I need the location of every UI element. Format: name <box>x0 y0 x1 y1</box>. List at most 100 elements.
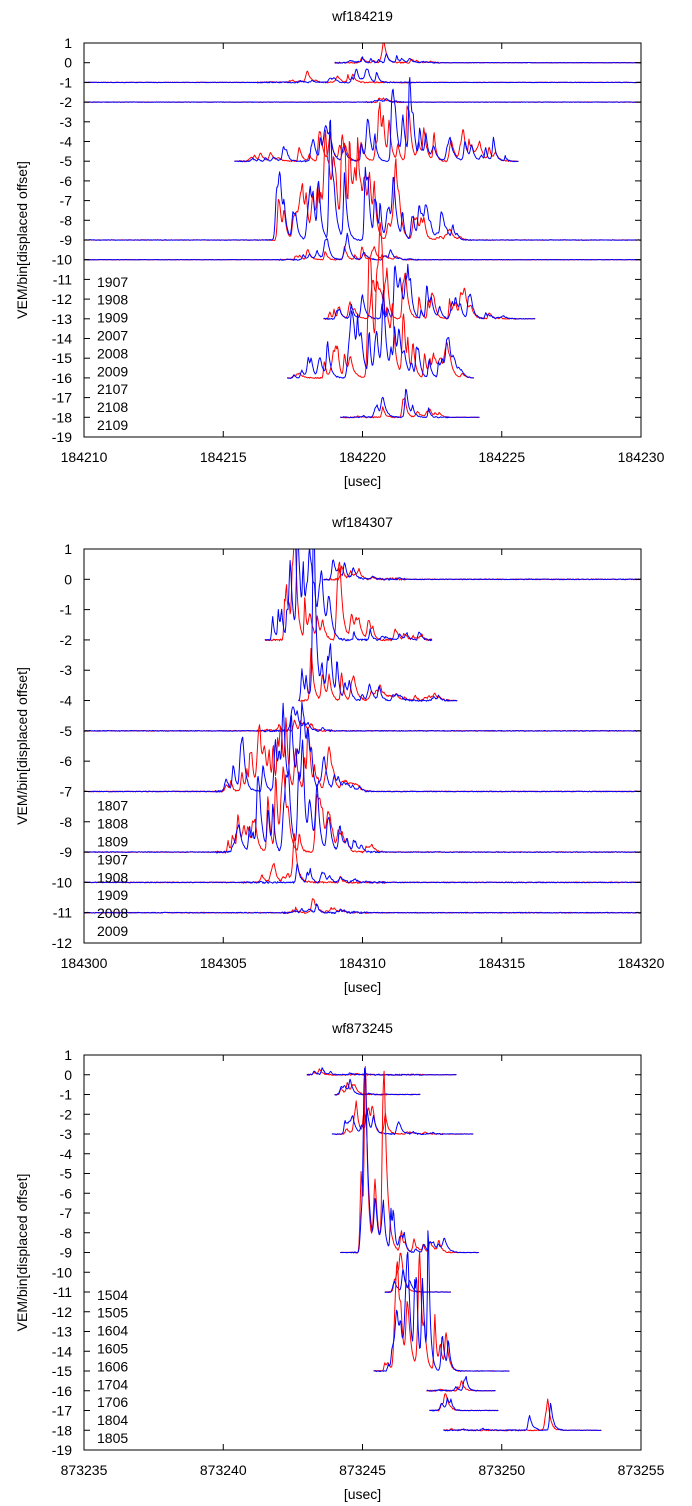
trace-blue-4 <box>84 706 641 733</box>
station-label: 1605 <box>97 1341 128 1357</box>
trace-blue-4 <box>234 77 519 163</box>
trace-blue-8 <box>84 903 641 915</box>
trace-red-7 <box>84 833 641 884</box>
x-tick-label: 184225 <box>478 449 525 465</box>
station-label: 1907 <box>97 274 128 290</box>
x-tick-label: 184315 <box>478 955 525 971</box>
y-tick-label: -1 <box>60 74 73 90</box>
station-label: 1504 <box>97 1287 128 1303</box>
y-tick-label: -3 <box>60 114 73 130</box>
trace-blue-5 <box>384 1268 451 1293</box>
y-tick-label: -7 <box>60 1205 73 1221</box>
y-tick-label: -9 <box>60 844 73 860</box>
y-tick-label: -9 <box>60 1245 73 1261</box>
station-label: 2108 <box>97 399 128 415</box>
traces <box>306 1066 602 1432</box>
station-label: 1505 <box>97 1305 128 1321</box>
y-tick-label: -14 <box>52 1343 72 1359</box>
trace-red-5 <box>384 1252 451 1293</box>
x-tick-label: 873250 <box>478 1462 525 1478</box>
y-tick-label: -10 <box>52 1264 72 1280</box>
y-tick-label: -16 <box>52 370 72 386</box>
station-label: 1909 <box>97 887 128 903</box>
y-axis-label: VEM/bin[displaced offset] <box>14 667 30 825</box>
y-tick-label: -6 <box>60 173 73 189</box>
y-tick-label: -12 <box>52 291 72 307</box>
x-tick-label: 184310 <box>339 955 386 971</box>
station-label: 1704 <box>97 1376 128 1392</box>
y-tick-label: -16 <box>52 1383 72 1399</box>
x-tick-label: 873235 <box>61 1462 108 1478</box>
trace-blue-1 <box>334 53 641 64</box>
station-label: 2009 <box>97 363 128 379</box>
y-tick-label: -15 <box>52 1363 72 1379</box>
trace-blue-2 <box>264 549 433 642</box>
chart-title: wf873245 <box>331 1020 393 1036</box>
y-tick-label: -6 <box>60 1185 73 1201</box>
x-tick-label: 184300 <box>61 955 108 971</box>
trace-blue-7 <box>84 863 641 884</box>
trace-blue-3 <box>331 1108 474 1135</box>
x-tick-label: 184210 <box>61 449 108 465</box>
y-tick-label: -14 <box>52 331 72 347</box>
y-tick-label: -11 <box>53 905 72 921</box>
y-tick-label: 1 <box>64 541 72 557</box>
y-tick-label: -7 <box>60 193 73 209</box>
y-tick-label: -2 <box>60 94 73 110</box>
trace-blue-3 <box>298 549 458 702</box>
y-tick-label: -10 <box>52 252 72 268</box>
y-tick-label: -4 <box>60 134 73 150</box>
y-tick-label: -12 <box>52 1304 72 1320</box>
trace-blue-1 <box>323 559 641 581</box>
station-label: 1805 <box>97 1430 128 1446</box>
trace-red-7 <box>323 267 536 320</box>
station-label: 1606 <box>97 1358 128 1374</box>
trace-red-4 <box>84 719 641 732</box>
x-tick-label: 873255 <box>618 1462 665 1478</box>
x-axis-label: [usec] <box>344 979 381 995</box>
y-tick-label: -8 <box>60 1225 73 1241</box>
trace-blue-9 <box>340 388 480 419</box>
trace-blue-3 <box>84 98 641 104</box>
trace-red-8 <box>286 221 475 379</box>
x-tick-label: 184220 <box>339 449 386 465</box>
station-label: 1908 <box>97 292 128 308</box>
y-tick-label: -1 <box>60 1087 73 1103</box>
station-label: 2009 <box>97 923 128 939</box>
y-tick-label: -8 <box>60 212 73 228</box>
plot-frame <box>83 1054 642 1451</box>
y-tick-label: -15 <box>52 350 72 366</box>
station-label: 1808 <box>97 816 128 832</box>
y-tick-label: 1 <box>64 1047 72 1063</box>
y-tick-label: -3 <box>60 1126 73 1142</box>
station-label: 2008 <box>97 905 128 921</box>
trace-blue-5 <box>84 119 641 241</box>
y-tick-label: 0 <box>64 1067 72 1083</box>
x-axis-label: [usec] <box>344 473 381 489</box>
trace-blue-4 <box>340 1067 479 1254</box>
y-tick-label: -19 <box>52 1442 72 1458</box>
trace-blue-1 <box>306 1067 457 1076</box>
y-tick-label: 0 <box>64 55 72 71</box>
y-tick-label: -9 <box>60 232 73 248</box>
y-tick-label: -2 <box>60 1106 73 1122</box>
plot-frame <box>83 548 642 944</box>
y-tick-label: -8 <box>60 814 73 830</box>
x-tick-label: 184230 <box>618 449 665 465</box>
trace-blue-5 <box>84 701 641 793</box>
station-label: 1807 <box>97 798 128 814</box>
station-label: 1908 <box>97 869 128 885</box>
y-tick-label: -11 <box>53 1284 72 1300</box>
y-tick-label: -5 <box>60 723 73 739</box>
trace-red-6 <box>84 766 641 854</box>
station-label: 2107 <box>97 381 128 397</box>
y-tick-label: -12 <box>52 935 72 951</box>
y-tick-label: -2 <box>60 632 73 648</box>
trace-blue-8 <box>286 290 474 379</box>
y-axis-label: VEM/bin[displaced offset] <box>14 161 30 319</box>
y-tick-label: -4 <box>60 693 73 709</box>
station-label: 1909 <box>97 310 128 326</box>
trace-blue-6 <box>84 739 641 854</box>
trace-red-2 <box>84 70 641 84</box>
